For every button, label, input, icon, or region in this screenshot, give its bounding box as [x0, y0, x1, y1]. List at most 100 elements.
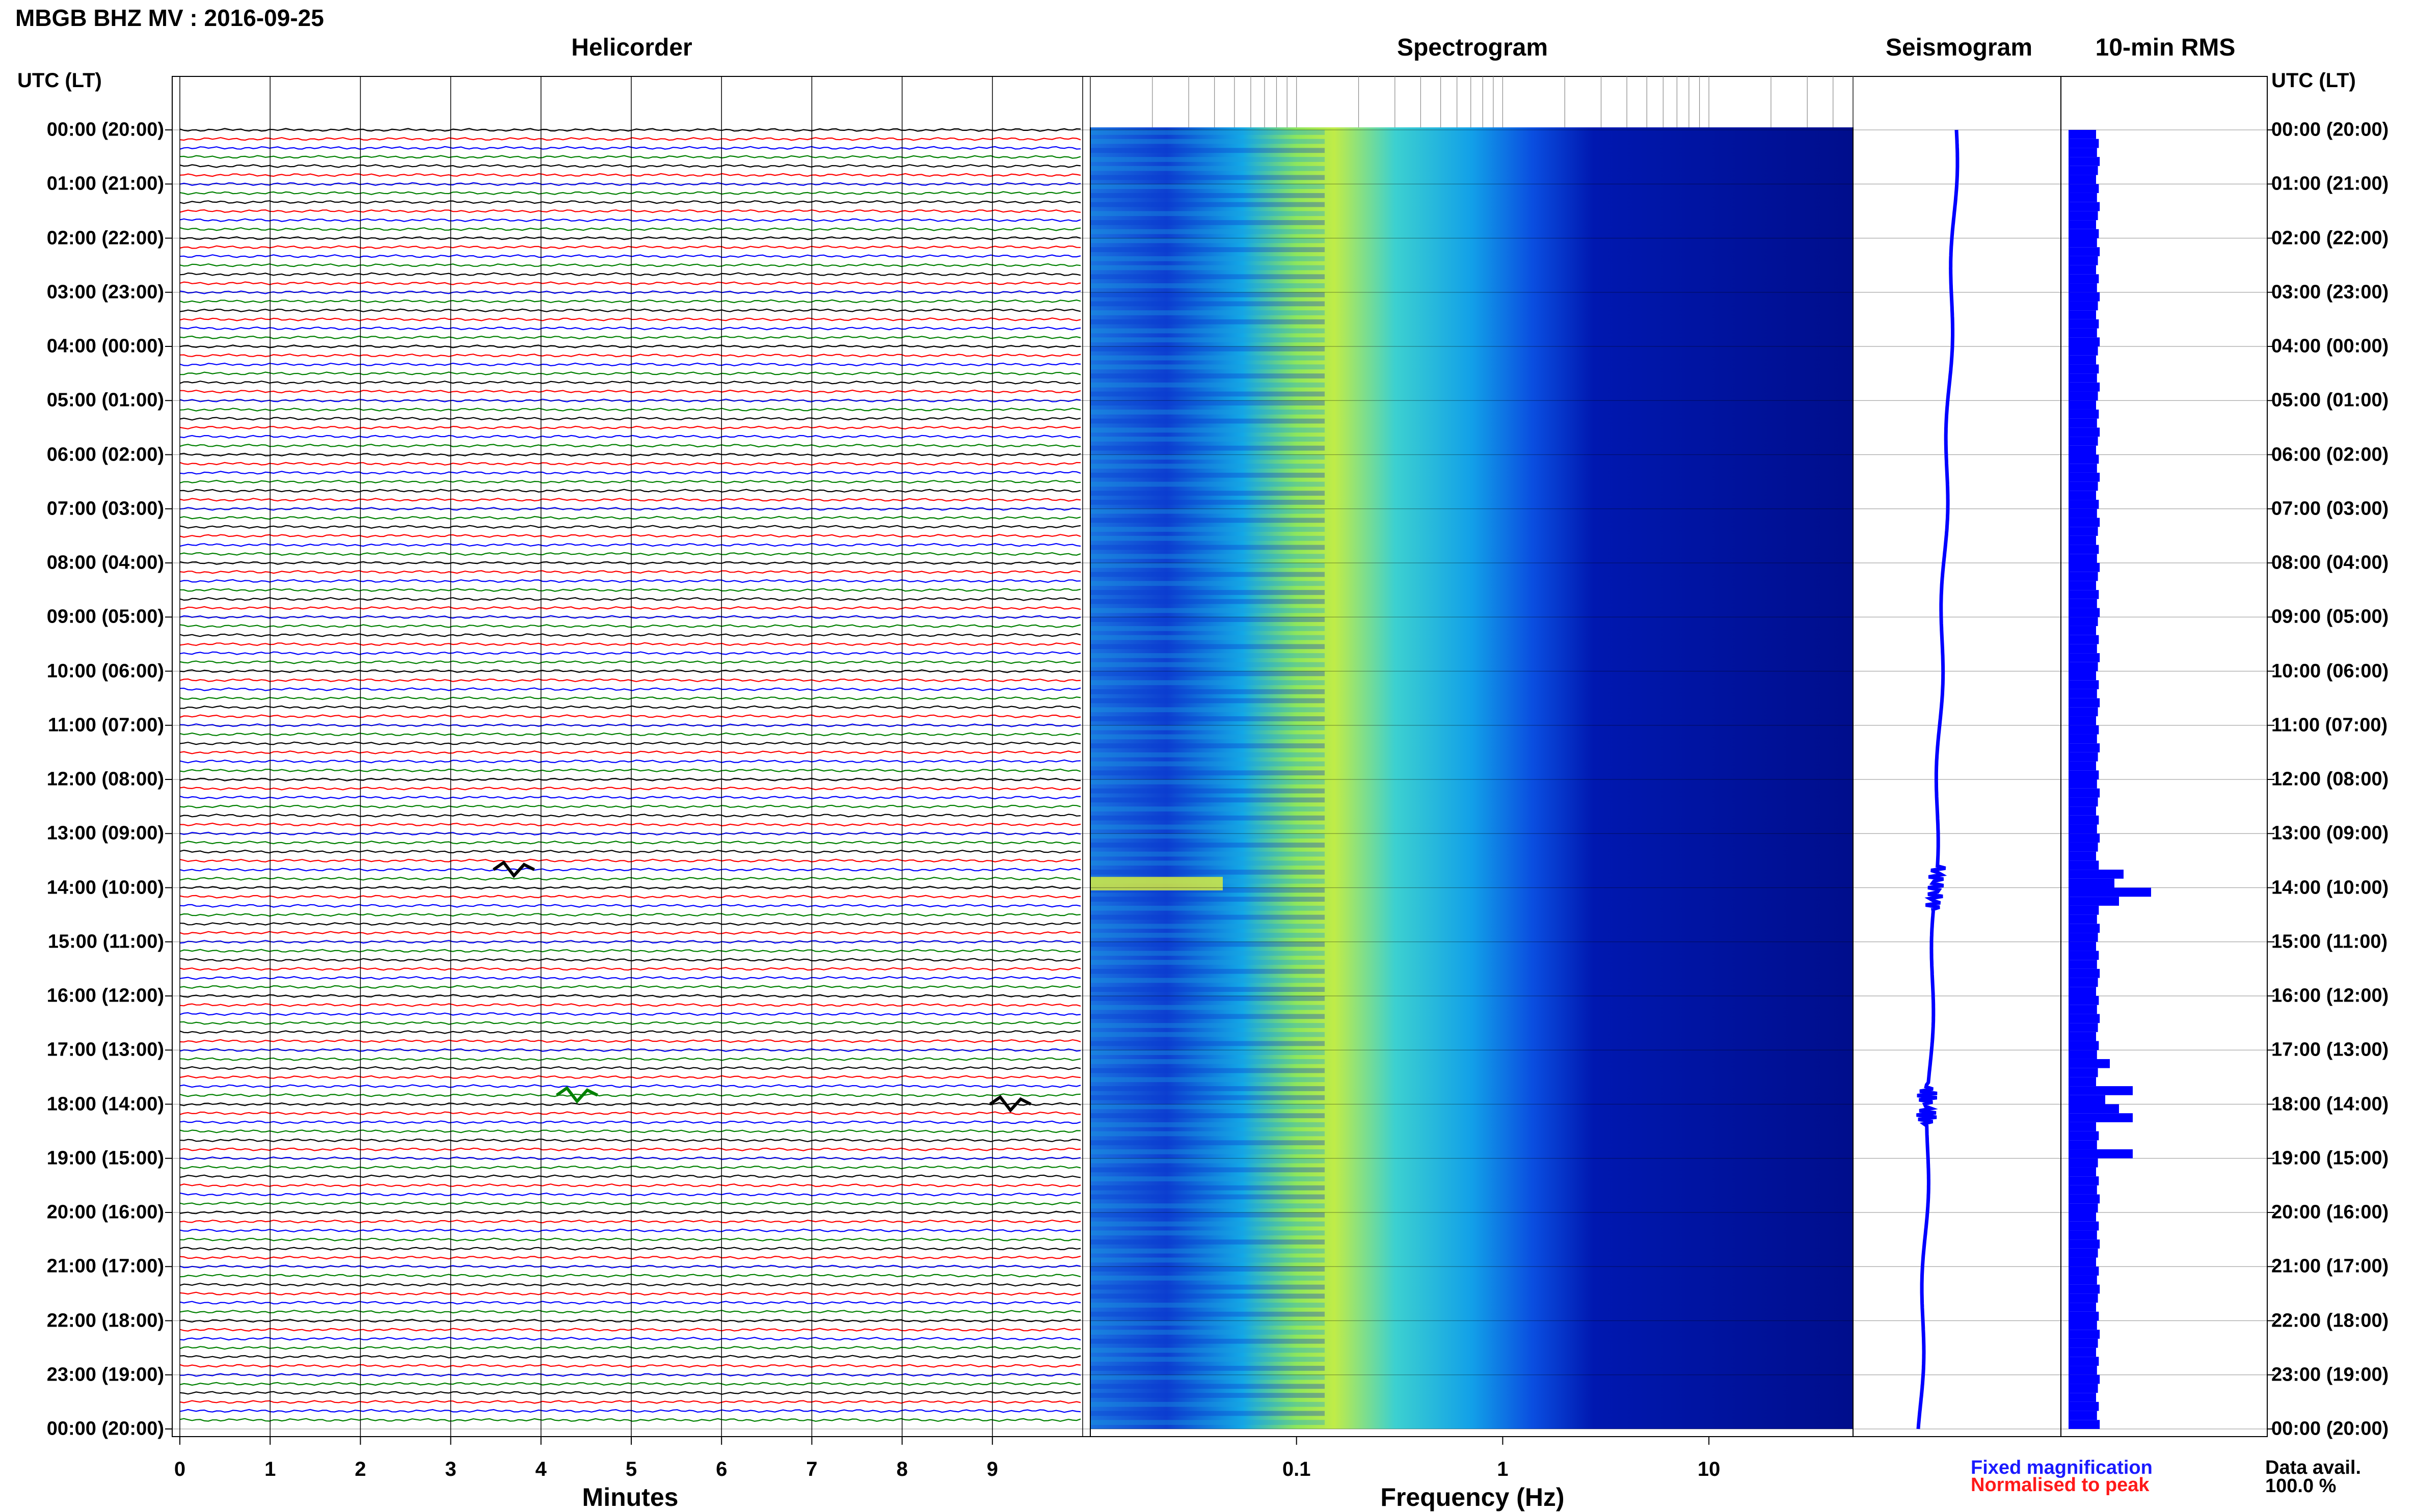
helicorder-trace — [179, 146, 1081, 150]
rms-bar — [2069, 617, 2098, 626]
rms-bar — [2069, 202, 2100, 211]
helicorder-traces — [179, 128, 1081, 1422]
minutes-axis-title: Minutes — [582, 1483, 679, 1511]
freq-tick-label: 1 — [1497, 1458, 1509, 1480]
rms-bar — [2069, 1230, 2097, 1240]
rms-bar — [2069, 274, 2099, 284]
spectrogram-row — [1090, 427, 1325, 433]
helicorder-trace — [179, 849, 1081, 854]
helicorder-trace — [179, 1345, 1081, 1350]
rms-bar — [2069, 797, 2098, 807]
helicorder-trace — [179, 164, 1081, 168]
spectrogram-row — [1090, 761, 1325, 767]
spectrogram-row — [1090, 157, 1325, 162]
helicorder-trace — [179, 976, 1081, 980]
helicorder-trace — [179, 777, 1081, 781]
minute-tick-label: 3 — [445, 1458, 457, 1480]
rms-bar — [2069, 500, 2099, 509]
spectrogram-row — [1090, 1221, 1325, 1227]
spectrogram-row — [1090, 130, 1325, 135]
rms-bar — [2069, 788, 2100, 798]
rms-bar — [2069, 328, 2097, 338]
spectrogram-row — [1090, 274, 1325, 280]
rms-bar — [2069, 1293, 2098, 1303]
helicorder-trace — [179, 579, 1081, 583]
helicorder-trace — [180, 371, 1081, 375]
helicorder-trace — [179, 841, 1081, 845]
time-label-left: 01:00 (21:00) — [46, 173, 164, 195]
rms-bar — [2069, 148, 2097, 157]
spectrogram-row — [1090, 563, 1325, 568]
spectrogram-row — [1090, 1284, 1325, 1290]
rms-bar — [2069, 563, 2100, 572]
rms-bar — [2069, 256, 2098, 265]
helicorder-trace — [179, 660, 1081, 664]
time-label-right: 00:00 (20:00) — [2271, 1418, 2389, 1440]
rms-bar — [2069, 752, 2098, 762]
rms-bar — [2069, 166, 2098, 175]
helicorder-trace — [179, 1012, 1081, 1016]
spectrogram-row — [1090, 418, 1325, 424]
helicorder-trace — [179, 381, 1081, 385]
helicorder-trace — [179, 489, 1081, 493]
time-label-left: 03:00 (23:00) — [46, 281, 164, 303]
rms-bar — [2069, 1149, 2133, 1158]
time-label-left: 15:00 (11:00) — [47, 931, 164, 953]
helicorder-trace — [179, 452, 1081, 457]
spectrogram-row — [1090, 635, 1325, 640]
helicorder-trace — [179, 858, 1081, 863]
spectrogram-row — [1090, 1113, 1325, 1118]
spectrogram-row — [1090, 608, 1325, 613]
spectrogram-top-blank — [1090, 76, 1853, 127]
time-label-right: 04:00 (00:00) — [2271, 335, 2389, 357]
time-label-left: 16:00 (12:00) — [46, 985, 164, 1007]
spectrogram-row — [1090, 860, 1325, 866]
spectrogram-row — [1090, 319, 1325, 325]
spectrogram-row — [1090, 933, 1325, 938]
time-label-left: 06:00 (02:00) — [46, 444, 164, 465]
time-label-right: 10:00 (06:00) — [2271, 660, 2389, 682]
helicorder-trace — [179, 128, 1081, 132]
helicorder-trace — [179, 877, 1081, 881]
spectrogram-row — [1090, 1330, 1325, 1335]
helicorder-trace — [179, 1183, 1081, 1187]
rms-bar — [2069, 229, 2099, 238]
spectrogram-row — [1090, 1095, 1325, 1100]
spectrogram-row — [1090, 1140, 1325, 1146]
rms-bar — [2069, 292, 2100, 302]
legend-normalised-to-peak: Normalised to peak — [1971, 1474, 2150, 1496]
rms-bar — [2069, 400, 2096, 410]
spectrogram-row — [1090, 554, 1325, 559]
helicorder-trace — [179, 624, 1081, 628]
rms-bar — [2069, 157, 2100, 166]
minute-tick-label: 4 — [535, 1458, 547, 1480]
helicorder-trace — [179, 543, 1081, 547]
helicorder-trace — [179, 741, 1081, 745]
helicorder-trace — [179, 1219, 1081, 1224]
spectrogram-row — [1090, 175, 1325, 180]
seismogram-title: Seismogram — [1885, 34, 2033, 61]
spectrogram-row — [1090, 1086, 1325, 1091]
spectrogram-row — [1090, 1194, 1325, 1200]
time-label-right: 12:00 (08:00) — [2271, 768, 2389, 790]
time-label-left: 23:00 (19:00) — [46, 1364, 164, 1386]
rms-bar — [2069, 987, 2096, 996]
helicorder-trace — [179, 281, 1081, 285]
rms-bar — [2069, 247, 2100, 256]
rms-bar — [2069, 193, 2097, 202]
spectrogram-row — [1090, 1338, 1325, 1344]
spectrogram-row — [1090, 373, 1325, 379]
spectrogram-row — [1090, 590, 1325, 595]
spectrogram-row — [1090, 1275, 1325, 1281]
spectrogram-row — [1090, 220, 1325, 225]
time-label-left: 04:00 (00:00) — [46, 335, 164, 357]
helicorder-trace — [179, 985, 1081, 989]
rms-bar — [2069, 671, 2096, 681]
seismogram-trace — [1916, 129, 1960, 1429]
spectrogram-row — [1090, 617, 1325, 622]
rms-bar — [2069, 527, 2098, 536]
helicorder-trace — [179, 444, 1081, 448]
helicorder-trace — [179, 768, 1081, 772]
spectrogram-row — [1090, 301, 1325, 307]
time-label-left: 10:00 (06:00) — [46, 660, 164, 682]
